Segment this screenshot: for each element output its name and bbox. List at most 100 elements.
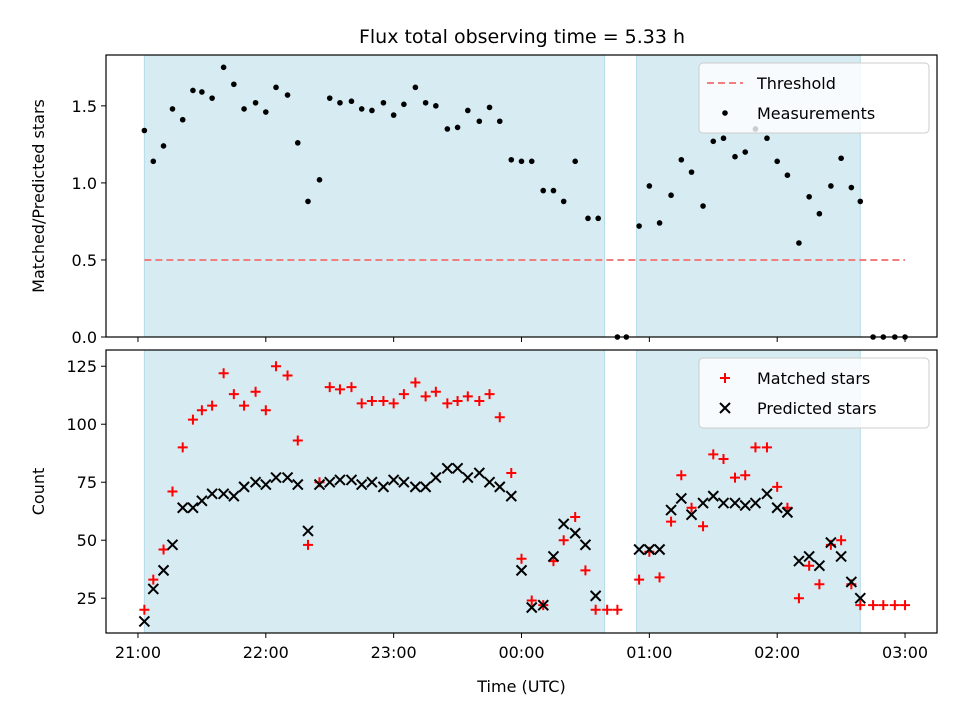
measurements-point-40 [550,187,557,194]
predicted-stars-point-16 [292,478,304,491]
measurements-point-55 [720,135,727,142]
predicted-stars-point-36 [505,490,517,502]
measurements-point-29 [433,103,439,109]
measurements-point-49 [656,220,663,226]
measurements-point-42 [572,158,578,165]
matched-stars-point-16 [292,435,303,446]
y-tick-label: 1.5 [72,97,97,116]
predicted-stars-point-29 [430,471,442,484]
predicted-stars-point-34 [483,476,496,488]
measurements-point-36 [508,156,515,163]
matched-stars-point-15 [282,370,293,381]
count-panel: 25 50 75 100 125 21:00 22:00 23:00 00:00 01:00 02:… [29,349,938,696]
predicted-stars-point-53 [717,497,730,509]
measurements-point-6 [190,87,196,94]
predicted-stars-point-47 [653,543,666,556]
matched-stars-point-37 [516,553,527,564]
predicted-stars-point-1 [138,615,151,628]
measurements-point-66 [838,155,844,162]
measurements-point-57 [742,149,749,155]
x-tick-label: 00:00 [498,643,544,662]
matched-stars-point-50 [666,516,677,527]
matched-stars-point-32 [462,391,473,402]
matched-stars-point-58 [750,442,761,453]
matched-stars-point-21 [346,382,357,393]
predicted-stars-point-22 [355,478,368,491]
matched-stars-point-53 [698,521,709,532]
matched-stars-point-31 [452,396,463,407]
predicted-stars-point-38 [526,601,538,614]
measurements-point-24 [380,99,387,106]
measurements-point-32 [465,107,471,114]
x-tick-label: 01:00 [626,643,672,662]
matched-stars-point-17 [302,539,313,550]
predicted-stars-point-28 [419,481,432,493]
legend-measurements-label: Measurements [757,104,875,123]
measurements-point-9 [220,64,227,71]
matched-stars-point-35 [494,412,505,423]
matched-stars-point-54 [708,449,719,460]
measurements-point-20 [337,99,343,106]
measurements-point-13 [263,109,269,115]
matched-stars-point-33 [474,396,485,407]
predicted-stars-point-58 [771,502,783,514]
predicted-stars-point-35 [494,481,506,493]
measurements-point-14 [273,84,279,91]
chart-title: Flux total observing time = 5.33 h [359,26,685,48]
matched-stars-point-27 [410,377,421,388]
predicted-stars-point-62 [813,560,826,572]
legend-measurements-marker [722,110,728,116]
legend-box [698,62,930,134]
predicted-stars-point-54 [729,497,741,509]
predicted-stars-point-39 [537,599,549,611]
predicted-stars-point-49 [675,492,688,505]
measurements-point-54 [710,138,717,145]
predicted-stars-point-23 [366,476,378,488]
ratio-panel: 0.0 0.5 1.0 1.5 Matched/Predicted stars Thres… [29,54,938,347]
predicted-stars-point-12 [249,476,262,488]
predicted-stars-point-11 [238,481,250,493]
measurements-point-35 [496,118,503,125]
measurements-point-68 [857,198,864,205]
predicted-stars-point-42 [569,527,581,539]
matched-stars-point-51 [676,470,687,481]
measurements-point-7 [199,89,205,95]
predicted-stars-point-30 [441,462,454,475]
measurements-point-21 [348,98,355,105]
measurements-point-26 [401,101,407,108]
y-tick-label: 25 [77,589,97,608]
matched-stars-point-25 [388,398,399,409]
matched-stars-point-52 [686,502,697,513]
matched-stars-point-57 [740,470,751,481]
matched-stars-point-7 [196,405,207,416]
matched-stars-point-59 [761,442,772,453]
predicted-stars-point-51 [697,497,709,509]
x-tick-label: 23:00 [371,643,417,662]
matched-stars-point-63 [804,560,815,571]
matched-stars-point-8 [207,400,218,411]
matched-stars-point-47 [634,574,645,585]
matched-stars-point-29 [430,386,441,397]
predicted-stars-point-3 [157,564,170,577]
predicted-stars-point-24 [377,481,390,493]
x-tick-label: 03:00 [882,643,928,662]
y-tick-label: 75 [77,473,97,492]
measurements-point-44 [595,215,602,222]
measurements-point-37 [518,158,525,165]
measurements-point-62 [796,240,802,246]
predicted-stars-point-4 [166,539,179,551]
matched-stars-point-2 [148,574,159,585]
predicted-stars-point-32 [462,471,474,484]
measurements-point-23 [369,107,375,114]
predicted-stars-point-59 [781,506,794,519]
measurements-point-30 [444,126,451,132]
measurements-point-5 [179,116,186,123]
x-tick-label: 22:00 [243,643,289,662]
matched-stars-point-60 [772,481,783,492]
matched-stars-point-11 [239,400,250,411]
predicted-stars-point-60 [793,555,805,567]
predicted-stars-point-6 [187,502,199,514]
predicted-stars-point-19 [324,476,336,488]
measurements-point-47 [636,223,642,229]
matched-stars-point-6 [187,414,198,425]
